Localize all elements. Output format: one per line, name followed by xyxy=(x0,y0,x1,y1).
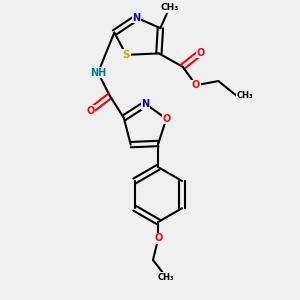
Text: O: O xyxy=(192,80,200,90)
Text: N: N xyxy=(133,13,141,23)
Text: O: O xyxy=(162,114,170,124)
Text: CH₃: CH₃ xyxy=(237,92,254,100)
Text: O: O xyxy=(196,47,205,58)
Text: N: N xyxy=(142,99,150,109)
Text: S: S xyxy=(122,50,130,60)
Text: O: O xyxy=(154,233,162,243)
Text: CH₃: CH₃ xyxy=(158,273,175,282)
Text: CH₃: CH₃ xyxy=(160,3,178,12)
Text: NH: NH xyxy=(90,68,106,78)
Text: O: O xyxy=(86,106,95,116)
